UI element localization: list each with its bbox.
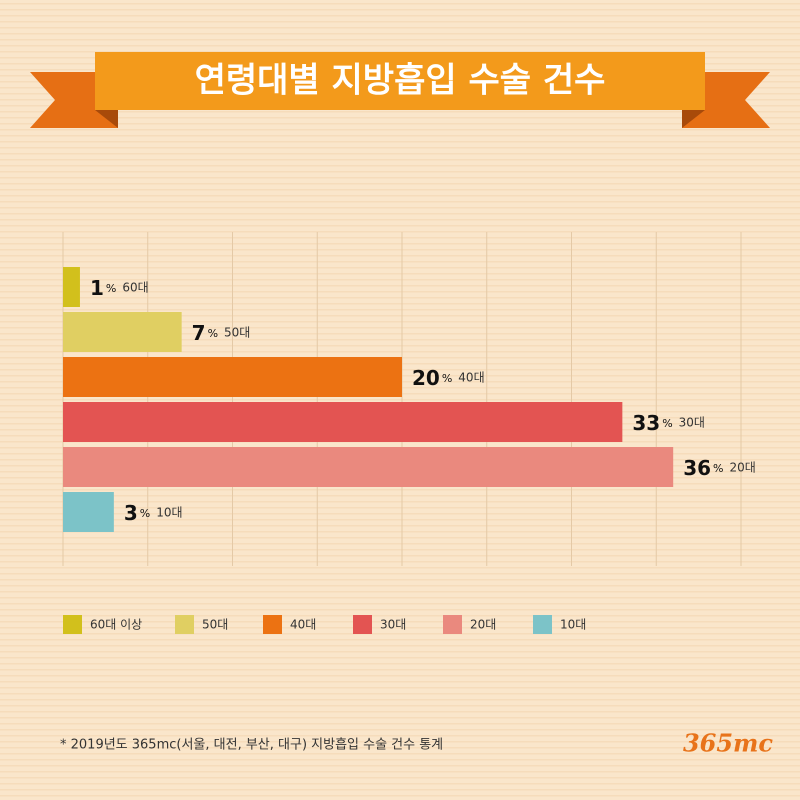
value-label: 3% [124,501,150,525]
legend-swatch [263,615,282,634]
legend-label: 20대 [470,618,496,632]
value-label: 20% [412,366,452,390]
value-number: 3 [124,501,138,525]
value-unit: % [442,372,452,385]
value-number: 7 [192,321,206,345]
category-label: 60대 [122,281,148,295]
value-number: 20 [412,366,440,390]
value-label: 33% [632,411,672,435]
category-label: 10대 [156,506,182,520]
legend-swatch [353,615,372,634]
category-label: 30대 [679,416,705,430]
chart-title: 연령대별 지방흡입 수술 건수 [195,61,606,101]
value-unit: % [106,282,116,295]
value-number: 1 [90,276,104,300]
value-unit: % [208,327,218,340]
value-number: 33 [632,411,660,435]
bar [63,312,182,352]
legend-swatch [443,615,462,634]
bar [63,267,80,307]
legend-label: 10대 [560,618,586,632]
value-label: 1% [90,276,116,300]
legend-swatch [533,615,552,634]
logo: 365mc [683,729,773,758]
footnote: * 2019년도 365mc(서울, 대전, 부산, 대구) 지방흡입 수술 건… [60,738,443,753]
bar [63,357,402,397]
category-label: 50대 [224,326,250,340]
legend-label: 50대 [202,618,228,632]
bar [63,492,114,532]
value-label: 7% [192,321,218,345]
value-unit: % [713,462,723,475]
value-unit: % [140,507,150,520]
legend-label: 30대 [380,618,406,632]
legend-swatch [175,615,194,634]
value-label: 36% [683,456,723,480]
category-label: 20대 [729,461,755,475]
legend-label: 40대 [290,618,316,632]
value-number: 36 [683,456,711,480]
ribbon [30,52,770,128]
bar [63,447,674,487]
legend-swatch [63,615,82,634]
legend-label: 60대 이상 [90,618,142,632]
category-label: 40대 [458,371,484,385]
value-unit: % [662,417,672,430]
bar [63,402,623,442]
